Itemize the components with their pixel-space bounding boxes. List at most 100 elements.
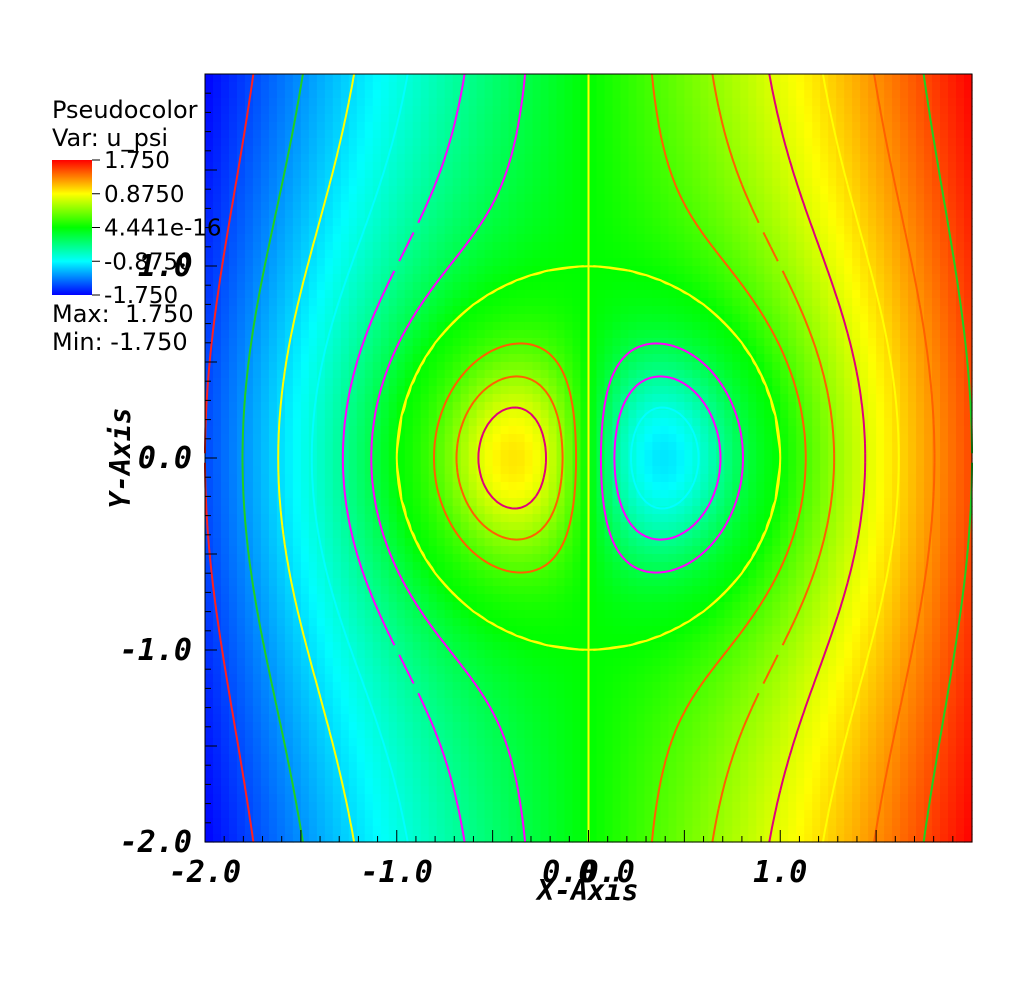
- heatmap-cell: [564, 698, 574, 707]
- heatmap-cell: [412, 434, 422, 443]
- heatmap-cell: [588, 266, 598, 275]
- heatmap-cell: [492, 162, 502, 171]
- heatmap-cell: [428, 210, 438, 219]
- heatmap-cell: [412, 650, 422, 659]
- heatmap-cell: [372, 338, 382, 347]
- heatmap-cell: [356, 330, 366, 339]
- heatmap-cell: [564, 594, 574, 603]
- heatmap-cell: [205, 274, 214, 283]
- heatmap-cell: [380, 762, 390, 771]
- heatmap-cell: [460, 826, 470, 835]
- heatmap-cell: [588, 346, 598, 355]
- heatmap-cell: [388, 674, 398, 683]
- heatmap-cell: [340, 122, 350, 131]
- heatmap-cell: [564, 106, 574, 115]
- heatmap-cell: [236, 178, 246, 187]
- heatmap-cell: [540, 810, 550, 819]
- heatmap-cell: [532, 394, 542, 403]
- heatmap-cell: [404, 338, 414, 347]
- heatmap-cell: [404, 506, 414, 515]
- heatmap-cell: [220, 162, 230, 171]
- heatmap-cell: [380, 770, 390, 779]
- heatmap-cell: [276, 122, 286, 131]
- heatmap-cell: [212, 410, 222, 419]
- heatmap-cell: [396, 578, 406, 587]
- heatmap-cell: [212, 442, 222, 451]
- heatmap-cell: [284, 498, 294, 507]
- heatmap-cell: [228, 778, 238, 787]
- heatmap-cell: [604, 634, 614, 643]
- heatmap-cell: [332, 794, 342, 803]
- heatmap-cell: [508, 74, 518, 83]
- heatmap-cell: [252, 162, 262, 171]
- heatmap-cell: [540, 690, 550, 699]
- heatmap-cell: [460, 266, 470, 275]
- heatmap-cell: [412, 202, 422, 211]
- heatmap-cell: [484, 402, 494, 411]
- heatmap-cell: [612, 562, 622, 571]
- heatmap-cell: [468, 362, 478, 371]
- heatmap-cell: [612, 770, 622, 779]
- heatmap-cell: [500, 362, 510, 371]
- heatmap-cell: [580, 146, 590, 155]
- heatmap-cell: [292, 298, 302, 307]
- heatmap-cell: [372, 234, 382, 243]
- heatmap-cell: [532, 450, 542, 459]
- heatmap-cell: [420, 698, 430, 707]
- heatmap-cell: [524, 218, 534, 227]
- heatmap-cell: [316, 370, 326, 379]
- heatmap-cell: [284, 418, 294, 427]
- heatmap-cell: [300, 810, 310, 819]
- heatmap-cell: [236, 322, 246, 331]
- heatmap-cell: [420, 682, 430, 691]
- heatmap-cell: [452, 666, 462, 675]
- heatmap-cell: [540, 402, 550, 411]
- heatmap-cell: [372, 426, 382, 435]
- heatmap-cell: [364, 730, 374, 739]
- heatmap-cell: [276, 754, 286, 763]
- heatmap-cell: [284, 138, 294, 147]
- heatmap-cell: [580, 522, 590, 531]
- heatmap-cell: [548, 546, 558, 555]
- heatmap-cell: [444, 538, 454, 547]
- heatmap-cell: [212, 154, 222, 163]
- heatmap-cell: [548, 218, 558, 227]
- heatmap-cell: [292, 426, 302, 435]
- heatmap-cell: [252, 154, 262, 163]
- heatmap-cell: [412, 626, 422, 635]
- heatmap-cell: [436, 778, 446, 787]
- heatmap-cell: [524, 714, 534, 723]
- heatmap-cell: [388, 802, 398, 811]
- heatmap-cell: [356, 146, 366, 155]
- heatmap-cell: [276, 442, 286, 451]
- heatmap-cell: [444, 90, 454, 99]
- heatmap-cell: [596, 634, 606, 643]
- heatmap-cell: [348, 826, 358, 835]
- heatmap-cell: [228, 546, 238, 555]
- heatmap-cell: [284, 530, 294, 539]
- heatmap-cell: [452, 170, 462, 179]
- heatmap-cell: [516, 242, 526, 251]
- heatmap-cell: [540, 538, 550, 547]
- heatmap-cell: [436, 82, 446, 91]
- heatmap-cell: [516, 570, 526, 579]
- heatmap-cell: [484, 306, 494, 315]
- heatmap-cell: [348, 778, 358, 787]
- heatmap-cell: [396, 298, 406, 307]
- heatmap-cell: [452, 402, 462, 411]
- heatmap-cell: [444, 394, 454, 403]
- heatmap-cell: [372, 162, 382, 171]
- heatmap-cell: [580, 770, 590, 779]
- heatmap-cell: [604, 794, 614, 803]
- heatmap-cell: [364, 538, 374, 547]
- heatmap-cell: [444, 114, 454, 123]
- heatmap-cell: [380, 586, 390, 595]
- heatmap-cell: [508, 370, 518, 379]
- heatmap-cell: [332, 586, 342, 595]
- heatmap-cell: [372, 578, 382, 587]
- heatmap-cell: [276, 570, 286, 579]
- heatmap-cell: [476, 194, 486, 203]
- heatmap-cell: [260, 778, 270, 787]
- heatmap-cell: [476, 130, 486, 139]
- heatmap-cell: [316, 90, 326, 99]
